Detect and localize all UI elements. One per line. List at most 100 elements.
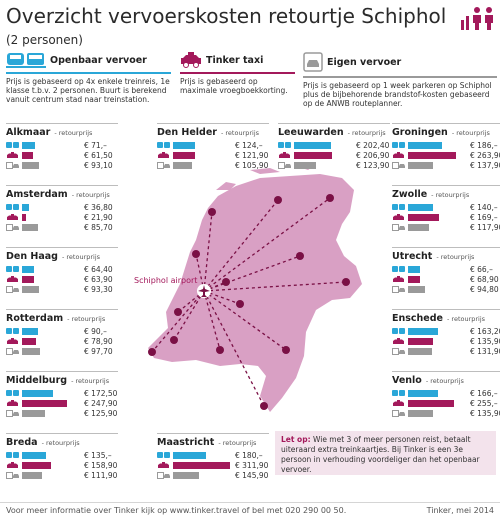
city-divider (6, 185, 118, 186)
price-bar-ov (22, 328, 38, 335)
price-row-ov: € 36,80 (6, 203, 118, 212)
price-value-taxi: € 311,90 (235, 461, 269, 470)
price-row-ov: € 90,– (6, 327, 118, 336)
mode-taxi-name: Tinker taxi (206, 54, 264, 66)
price-bar-auto (408, 410, 433, 417)
price-bar-ov (408, 328, 438, 335)
price-value-ov: € 135,– (84, 451, 112, 460)
city-name: Den Haag (6, 251, 58, 262)
price-value-ov: € 172,50 (84, 389, 118, 398)
price-row-ov: € 135,– (6, 451, 118, 460)
train-bus-icon (6, 452, 19, 458)
retour-label: - retourprijs (425, 377, 464, 385)
price-row-ov: € 186,– (392, 141, 500, 150)
mode-ov-name: Openbaar vervoer (50, 54, 147, 66)
price-row-auto: € 145,90 (157, 471, 269, 480)
price-value-taxi: € 78,90 (84, 337, 113, 346)
price-bar-auto (408, 162, 433, 169)
retour-label: - retourprijs (61, 253, 101, 261)
price-value-ov: € 64,40 (84, 265, 113, 274)
city-name: Amsterdam (6, 189, 68, 200)
city-divider (157, 123, 269, 124)
price-bar-taxi (294, 152, 332, 159)
price-value-taxi: € 158,90 (84, 461, 118, 470)
train-bus-icon (6, 53, 46, 68)
price-bar-auto (408, 348, 432, 355)
price-row-taxi: € 61,50 (6, 151, 118, 160)
taxi-icon (7, 400, 18, 406)
price-value-auto: € 85,70 (84, 223, 113, 232)
taxi-icon (279, 152, 290, 158)
price-value-ov: € 163,20 (470, 327, 500, 336)
price-value-ov: € 186,– (470, 141, 498, 150)
price-row-ov: € 66,– (392, 265, 500, 274)
price-bar-taxi (22, 338, 36, 345)
train-bus-icon (6, 390, 19, 396)
train-bus-icon (6, 328, 19, 334)
city-divider (392, 185, 500, 186)
city-block-alkmaar: Alkmaar - retourprijs € 71,– € 61,50 € 93,10 (6, 123, 118, 171)
price-bar-ov (22, 266, 34, 273)
city-block-middelburg: Middelburg - retourprijs € 172,50 € 247,90 €… (6, 371, 118, 419)
price-bar-auto (22, 162, 39, 169)
city-divider (278, 123, 390, 124)
car-parking-icon (157, 162, 170, 169)
price-value-auto: € 131,90 (470, 347, 500, 356)
taxi-icon (393, 152, 404, 158)
price-bar-taxi (22, 400, 67, 407)
price-value-auto: € 111,90 (84, 471, 118, 480)
price-value-ov: € 90,– (84, 327, 107, 336)
price-row-ov: € 166,– (392, 389, 500, 398)
price-row-auto: € 131,90 (392, 347, 500, 356)
city-divider (6, 309, 118, 310)
city-block-venlo: Venlo- retourprijs € 166,–€ 255,–€ 135,90 (392, 371, 500, 419)
price-row-ov: € 202,40 (278, 141, 390, 150)
price-bar-taxi (408, 400, 454, 407)
city-name: Groningen (392, 127, 448, 138)
price-row-auto: € 93,30 (6, 285, 118, 294)
footer-divider (0, 502, 500, 503)
taxi-icon (393, 276, 404, 282)
price-row-taxi: € 311,90 (157, 461, 269, 470)
price-bar-taxi (173, 152, 195, 159)
taxi-icon (158, 462, 169, 468)
retour-label: - retourprijs (54, 129, 93, 137)
car-parking-icon (6, 348, 19, 355)
price-bar-ov (22, 204, 29, 211)
price-bar-auto (294, 162, 316, 169)
price-row-ov: € 71,– (6, 141, 118, 150)
price-value-taxi: € 21,90 (84, 213, 113, 222)
price-value-taxi: € 255,– (470, 399, 498, 408)
price-row-auto: € 137,90 (392, 161, 500, 170)
city-divider (6, 433, 118, 434)
footer-credit: Tinker, mei 2014 (426, 506, 494, 515)
price-row-auto: € 97,70 (6, 347, 118, 356)
retour-label: - retourprijs (67, 315, 106, 323)
city-divider (6, 247, 118, 248)
city-divider (392, 123, 500, 124)
city-name: Middelburg (6, 375, 68, 386)
city-block-utrecht: Utrecht - retourprijs € 66,– € 68,90 € 94,80 (392, 247, 500, 295)
price-row-taxi: € 63,90 (6, 275, 118, 284)
price-bar-ov (22, 452, 46, 459)
mode-auto: Eigen vervoer Prijs is gebaseerd op 1 we… (303, 52, 497, 108)
airport-label: Schiphol airport (134, 276, 198, 285)
price-row-auto: € 117,90 (392, 223, 500, 232)
price-bar-taxi (22, 214, 26, 221)
taxi-icon (7, 214, 18, 220)
price-row-auto: € 94,80 (392, 285, 500, 294)
price-value-taxi: € 206,90 (356, 151, 390, 160)
city-block-enschede: Enschede - retourprijs € 163,20€ 135,90€ 1… (392, 309, 500, 357)
price-bar-taxi (408, 338, 433, 345)
mode-auto-desc: Prijs is gebaseerd op 1 week parkeren op… (303, 81, 492, 108)
price-value-taxi: € 121,90 (235, 151, 269, 160)
retour-label: - retourprijs (218, 439, 257, 447)
car-parking-icon (6, 286, 19, 293)
price-bar-taxi (22, 462, 51, 469)
price-value-taxi: € 169,– (470, 213, 498, 222)
city-block-maastricht: Maastricht - retourprijs € 180,– € 311,90 € … (157, 433, 269, 481)
price-bar-auto (173, 162, 192, 169)
price-row-ov: € 172,50 (6, 389, 118, 398)
city-block-zwolle: Zwolle - retourprijs € 140,– € 169,– € 117,9… (392, 185, 500, 233)
train-bus-icon (392, 204, 405, 210)
